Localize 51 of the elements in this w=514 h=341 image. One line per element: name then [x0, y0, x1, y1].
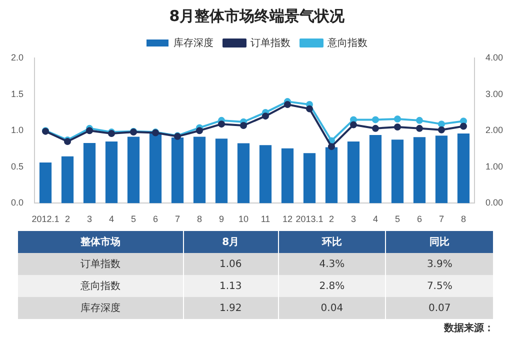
x-tick-label: 3: [87, 214, 92, 224]
text: 3.9%: [386, 253, 494, 275]
text: 同比: [386, 231, 494, 253]
y-tick-label: 0.0: [10, 198, 24, 208]
text: 2.8%: [278, 275, 386, 297]
x-tick-label: 8: [196, 214, 202, 224]
x-tick-label: 6: [152, 214, 158, 224]
text: 0.04: [278, 297, 386, 319]
x-tick-label: 10: [238, 214, 249, 224]
y2-tick-label: 3.00: [485, 88, 504, 99]
x-tick-label: 12: [282, 214, 293, 224]
x-tick-label: 7: [438, 214, 444, 224]
text: 8月: [183, 231, 278, 253]
legend-label: 订单指数: [250, 36, 290, 49]
text: 4.3%: [278, 253, 386, 275]
y-tick-label: 0.5: [10, 161, 24, 172]
x-tick-label: 6: [416, 214, 422, 224]
x-tick-label: 2013.1: [296, 214, 324, 224]
legend-label: 库存深度: [174, 36, 214, 49]
y2-tick-label: 0.00: [485, 198, 504, 208]
x-tick-label: 8: [460, 214, 466, 224]
x-tick-label: 2012.1: [32, 214, 60, 224]
chart-title: 8月整体市场终端景气状况: [169, 6, 346, 25]
legend-label: 意向指数: [326, 36, 368, 49]
x-tick-label: 11: [260, 214, 270, 224]
x-tick-label: 3: [350, 214, 356, 224]
y2-tick-label: 2.00: [485, 125, 504, 136]
text: 1.92: [183, 297, 278, 319]
x-tick-label: 5: [130, 214, 136, 224]
x-tick-label: 4: [109, 214, 114, 224]
y2-tick-label: 4.00: [485, 52, 504, 62]
y-tick-label: 1.5: [10, 88, 24, 99]
text: 意向指数: [18, 275, 184, 297]
text: 整体市场: [18, 231, 184, 253]
y-tick-label: 1.0: [10, 125, 24, 136]
text: 库存深度: [18, 297, 184, 319]
text: 1.06: [183, 253, 278, 275]
x-tick-label: 2: [328, 214, 334, 224]
x-tick-label: 7: [174, 214, 180, 224]
y2-tick-label: 1.00: [485, 161, 504, 172]
y-tick-label: 2.0: [10, 52, 24, 62]
text: 7.5%: [386, 275, 494, 297]
text: 订单指数: [18, 253, 184, 275]
x-tick-label: 4: [372, 214, 378, 224]
text: 环比: [278, 231, 386, 253]
text: 1.13: [183, 275, 278, 297]
x-tick-label: 5: [394, 214, 400, 224]
source-note: 数据来源：: [444, 322, 494, 335]
x-tick-label: 9: [218, 214, 224, 224]
text: 0.07: [386, 297, 494, 319]
x-tick-label: 2: [65, 214, 70, 224]
